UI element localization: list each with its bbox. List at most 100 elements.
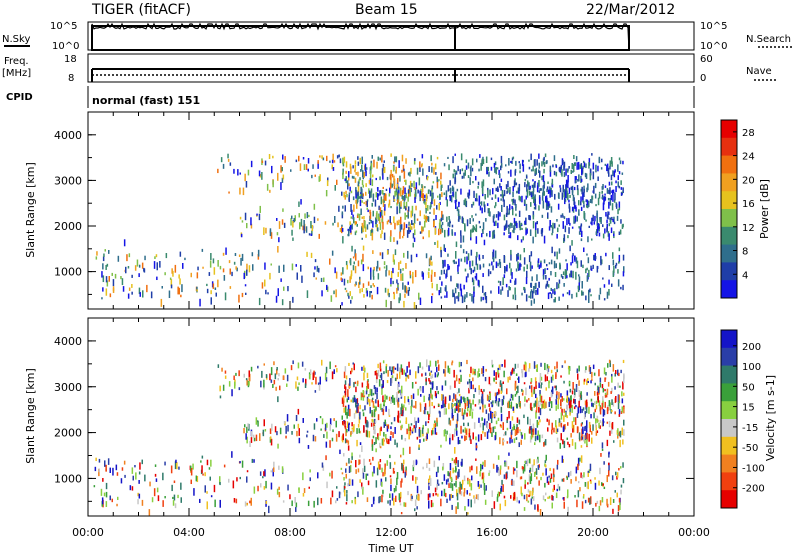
echo-cell — [499, 465, 502, 470]
echo-cell — [514, 429, 517, 437]
echo-cell — [386, 395, 388, 400]
echo-cell — [526, 184, 528, 192]
x-tick-label: 00:00 — [678, 526, 710, 539]
echo-cell — [245, 378, 248, 381]
echo-cell — [598, 294, 601, 300]
echo-cell — [535, 428, 537, 435]
echo-cell — [575, 292, 578, 298]
echo-cell — [306, 251, 308, 257]
echo-cell — [529, 490, 531, 497]
echo-cell — [376, 266, 378, 272]
echo-cell — [604, 193, 606, 196]
echo-cell — [389, 174, 392, 180]
echo-cell — [571, 390, 574, 395]
echo-cell — [431, 261, 433, 266]
echo-cell — [415, 476, 417, 484]
echo-cell — [413, 213, 416, 218]
echo-cell — [487, 166, 489, 172]
nave-tick-bottom: 0 — [700, 73, 706, 84]
echo-cell — [578, 390, 581, 397]
echo-cell — [578, 481, 580, 484]
echo-cell — [419, 167, 421, 173]
echo-cell — [402, 467, 405, 474]
echo-cell — [496, 464, 498, 473]
echo-cell — [332, 222, 334, 226]
echo-cell — [566, 395, 568, 404]
echo-cell — [427, 216, 430, 222]
echo-cell — [384, 204, 386, 211]
echo-cell — [418, 444, 420, 448]
echo-cell — [403, 222, 406, 230]
echo-cell — [171, 484, 173, 492]
echo-cell — [453, 459, 456, 464]
echo-cell — [382, 186, 384, 189]
echo-cell — [363, 365, 365, 372]
echo-cell — [379, 374, 382, 378]
echo-cell — [357, 468, 360, 473]
echo-cell — [568, 290, 571, 296]
echo-cell — [376, 372, 378, 380]
echo-cell — [596, 419, 599, 423]
echo-cell — [439, 411, 441, 418]
echo-cell — [523, 364, 525, 371]
echo-cell — [561, 455, 564, 463]
echo-cell — [276, 431, 278, 436]
echo-cell — [488, 396, 491, 401]
echo-cell — [397, 410, 400, 418]
echo-cell — [263, 227, 265, 236]
echo-cell — [543, 235, 546, 244]
echo-cell — [403, 252, 405, 258]
echo-cell — [478, 385, 480, 390]
echo-cell — [454, 403, 456, 407]
echo-cell — [270, 379, 273, 383]
echo-cell — [449, 385, 452, 390]
echo-cell — [547, 368, 549, 375]
echo-cell — [499, 437, 501, 445]
echo-cell — [585, 366, 587, 371]
echo-cell — [318, 383, 321, 391]
echo-cell — [490, 401, 493, 405]
echo-cell — [443, 403, 446, 408]
echo-cell — [607, 363, 609, 368]
echo-cell — [477, 181, 480, 186]
echo-cell — [105, 464, 107, 472]
echo-cell — [413, 223, 415, 229]
echo-cell — [572, 270, 574, 279]
echo-cell — [539, 170, 541, 178]
echo-cell — [273, 379, 276, 385]
echo-cell — [531, 491, 533, 496]
echo-cell — [412, 460, 415, 468]
echo-cell — [434, 423, 437, 428]
echo-cell — [495, 220, 497, 226]
echo-cell — [468, 428, 471, 435]
echo-cell — [431, 199, 433, 203]
echo-cell — [362, 472, 365, 479]
echo-cell — [319, 174, 321, 182]
echo-cell — [382, 163, 385, 171]
echo-cell — [479, 264, 481, 270]
echo-cell — [284, 156, 286, 163]
echo-cell — [466, 256, 468, 265]
echo-cell — [574, 215, 577, 222]
echo-cell — [331, 159, 334, 164]
echo-cell — [490, 166, 493, 171]
echo-cell — [608, 172, 610, 177]
echo-cell — [532, 423, 535, 429]
echo-cell — [263, 486, 266, 490]
echo-cell — [238, 387, 241, 391]
echo-cell — [433, 208, 435, 215]
echo-cell — [206, 501, 208, 510]
echo-cell — [446, 291, 448, 298]
echo-cell — [508, 452, 510, 456]
echo-cell — [281, 219, 284, 225]
echo-cell — [401, 403, 403, 410]
echo-cell — [547, 292, 550, 300]
echo-cell — [104, 460, 106, 467]
echo-cell — [569, 411, 571, 416]
echo-cell — [395, 156, 398, 163]
echo-cell — [489, 383, 492, 386]
echo-cell — [423, 438, 425, 442]
echo-cell — [400, 190, 402, 197]
echo-cell — [488, 470, 491, 473]
echo-cell — [178, 274, 180, 279]
